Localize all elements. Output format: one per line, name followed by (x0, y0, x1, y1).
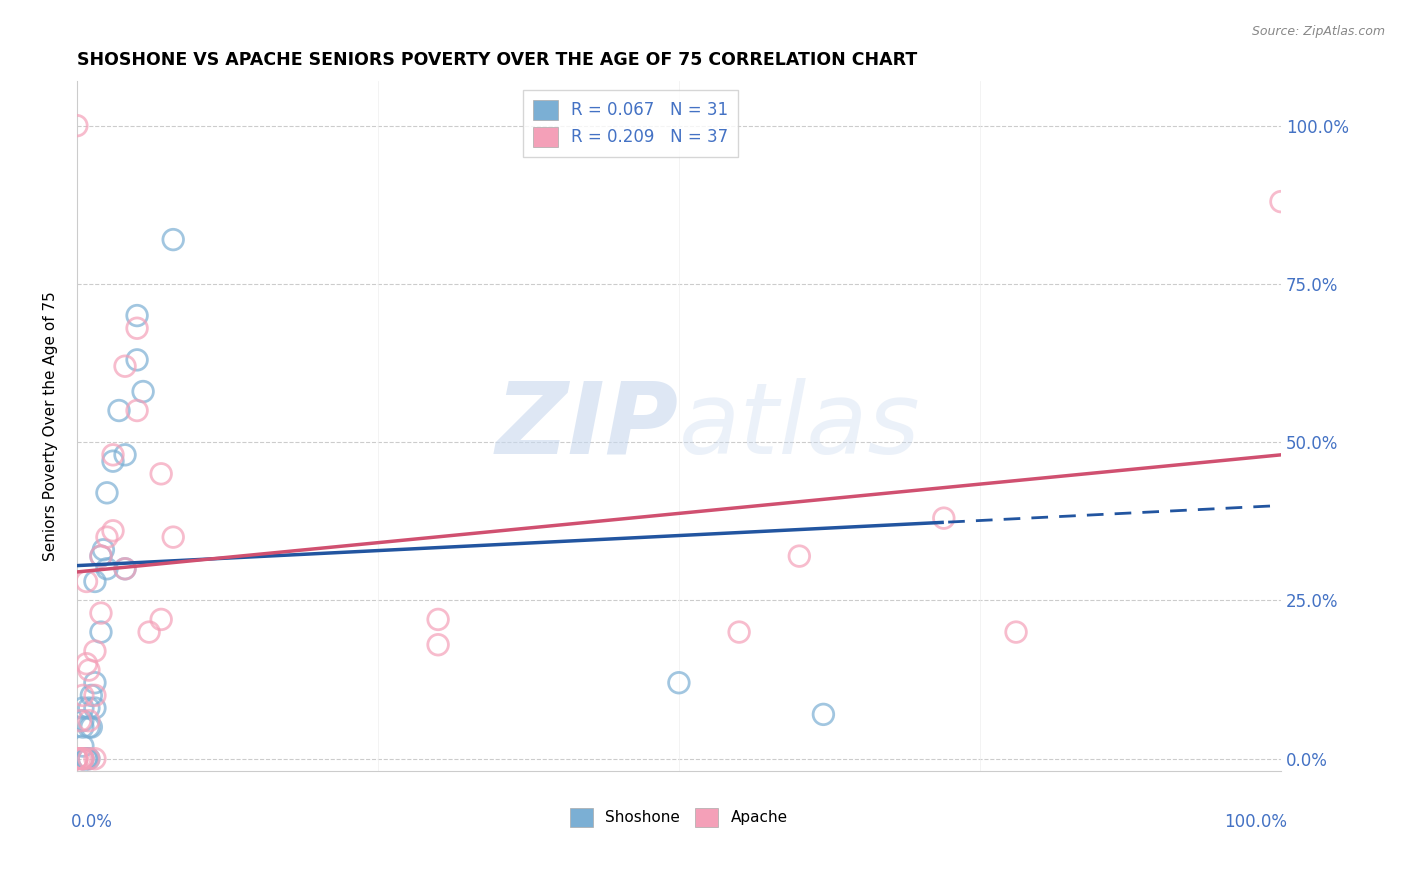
Point (813, 707, 835, 722)
Point (932, 511, 955, 525)
Point (80, 689, 103, 703)
Point (72, 752, 94, 766)
Point (427, 612, 450, 626)
Text: 100.0%: 100.0% (1225, 813, 1286, 830)
Point (125, 352, 148, 367)
Point (76, 657, 98, 671)
Point (101, 454, 124, 468)
Point (125, 309, 148, 323)
Point (76, 574, 98, 589)
Point (90, 625, 112, 640)
Point (162, 530, 184, 544)
Text: 0.0%: 0.0% (70, 813, 112, 830)
Point (84, 752, 107, 766)
Point (69, 714, 91, 728)
Point (77, 752, 100, 766)
Point (114, 359, 136, 374)
Point (66, 752, 89, 766)
Point (125, 403, 148, 417)
Y-axis label: Seniors Poverty Over the Age of 75: Seniors Poverty Over the Age of 75 (44, 292, 58, 561)
Point (114, 448, 136, 462)
Point (77, 701, 100, 715)
Point (96, 530, 118, 544)
Point (77, 720, 100, 734)
Point (789, 549, 811, 563)
Legend: Shoshone, Apache: Shoshone, Apache (564, 802, 794, 833)
Point (90, 549, 112, 563)
Point (90, 606, 112, 620)
Point (132, 384, 155, 399)
Point (108, 403, 131, 417)
Point (77, 714, 100, 728)
Point (72, 752, 94, 766)
Point (101, 524, 124, 538)
Point (76, 752, 98, 766)
Text: SHOSHONE VS APACHE SENIORS POVERTY OVER THE AGE OF 75 CORRELATION CHART: SHOSHONE VS APACHE SENIORS POVERTY OVER … (77, 51, 917, 69)
Point (93, 542, 115, 557)
Point (1005, 625, 1028, 640)
Point (728, 625, 751, 640)
Point (84, 644, 107, 658)
Point (72, 714, 94, 728)
Point (125, 321, 148, 335)
Point (84, 574, 107, 589)
Point (162, 233, 184, 247)
Point (66, 752, 89, 766)
Point (72, 689, 94, 703)
Point (96, 485, 118, 500)
Point (101, 448, 124, 462)
Text: atlas: atlas (679, 378, 921, 475)
Text: ZIP: ZIP (496, 378, 679, 475)
Point (90, 549, 112, 563)
Point (72, 752, 94, 766)
Point (114, 562, 136, 576)
Point (150, 467, 173, 481)
Point (84, 689, 107, 703)
Point (72, 701, 94, 715)
Point (1270, 194, 1292, 209)
Point (138, 625, 160, 640)
Point (80, 720, 103, 734)
Point (69, 752, 91, 766)
Point (114, 562, 136, 576)
Point (84, 701, 107, 715)
Point (668, 675, 690, 690)
Point (72, 752, 94, 766)
Point (66, 752, 89, 766)
Text: Source: ZipAtlas.com: Source: ZipAtlas.com (1251, 25, 1385, 38)
Point (150, 612, 173, 626)
Point (427, 638, 450, 652)
Point (76, 752, 98, 766)
Point (77, 752, 100, 766)
Point (96, 562, 118, 576)
Point (66, 119, 89, 133)
Point (84, 675, 107, 690)
Point (72, 720, 94, 734)
Point (77, 663, 100, 677)
Point (72, 739, 94, 753)
